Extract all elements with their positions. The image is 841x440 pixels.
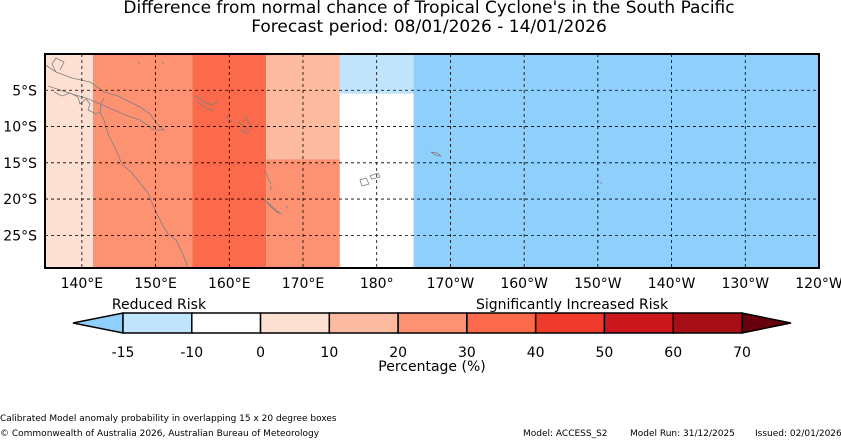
lon-tick-label: 140°E — [61, 276, 104, 292]
colorbar-segment — [603, 312, 674, 334]
colorbar-tick-label: 10 — [320, 345, 338, 361]
lon-tick-label: 160°E — [208, 276, 251, 292]
lat-tick-label: 25°S — [3, 228, 37, 244]
colorbar-low-extend — [72, 312, 124, 334]
lat-tick-label: 20°S — [3, 192, 37, 208]
colorbar-tick-label: 0 — [256, 345, 265, 361]
increased-risk-label: Significantly Increased Risk — [476, 297, 669, 313]
new-caledonia — [262, 197, 282, 215]
colorbar-segment — [259, 312, 331, 334]
lat-tick-label: 10°S — [3, 120, 37, 136]
samoa — [430, 151, 442, 157]
anomaly-cell-0 — [45, 54, 93, 268]
tahiti-dot — [285, 205, 289, 209]
australia-coastline — [53, 91, 188, 267]
coastlines — [43, 57, 603, 267]
map-frame — [44, 53, 820, 269]
copyright-notice: © Commonwealth of Australia 2026, Austra… — [0, 429, 320, 439]
coral-sea-islet — [137, 61, 165, 65]
anomaly-cell-4 — [266, 159, 340, 268]
lat-tick-label: 5°S — [12, 83, 37, 99]
colorbar-segment — [122, 312, 193, 334]
anomaly-cell-1 — [92, 54, 193, 268]
lon-tick-label: 170°W — [427, 276, 475, 292]
method-note: Calibrated Model anomaly probability in … — [0, 414, 337, 424]
colorbar: -15 -10 0 10 20 30 40 50 60 70 — [72, 312, 792, 361]
reduced-risk-label: Reduced Risk — [112, 297, 207, 313]
model-run-date: Model Run: 31/12/2025 — [630, 429, 735, 439]
forecast-period-subtitle: Forecast period: 08/01/2026 - 14/01/2026 — [251, 17, 607, 37]
colorbar-tick-label: 20 — [389, 345, 407, 361]
colorbar-segment — [191, 312, 262, 334]
issued-date: Issued: 02/01/2026 — [755, 429, 841, 439]
anomaly-cells — [45, 54, 819, 268]
colorbar-segment — [534, 312, 606, 334]
colorbar-segment — [397, 312, 468, 334]
fiji — [359, 172, 381, 187]
lat-tick-label: 15°S — [3, 156, 37, 172]
colorbar-tick-label: -15 — [112, 345, 135, 361]
map-title: Difference from normal chance of Tropica… — [123, 0, 735, 18]
lon-tick-label: 180° — [360, 276, 394, 292]
colorbar-tick-label: -10 — [180, 345, 203, 361]
anomaly-cell-3 — [266, 54, 340, 160]
colorbar-tick-label: 60 — [664, 345, 682, 361]
new-britain — [195, 95, 219, 112]
longitude-labels: 140°E 150°E 160°E 170°E 180° 170°W 160°W 150°W 1… — [61, 276, 841, 292]
colorbar-segment — [466, 312, 537, 334]
solomon-islands — [237, 115, 253, 135]
anomaly-cell-7 — [413, 54, 819, 268]
colorbar-tick-label: 40 — [527, 345, 545, 361]
colorbar-tick-label: 30 — [458, 345, 476, 361]
new-guinea-coastline — [43, 57, 166, 131]
lon-tick-label: 140°W — [648, 276, 696, 292]
bougainville — [225, 115, 233, 123]
model-name: Model: ACCESS_S2 — [523, 429, 608, 439]
anomaly-cell-2 — [192, 54, 267, 268]
lon-tick-label: 130°W — [721, 276, 769, 292]
colorbar-high-extend — [741, 312, 792, 334]
lon-tick-label: 150°W — [574, 276, 622, 292]
latitude-labels: 5°S 10°S 15°S 20°S 25°S — [3, 83, 37, 244]
map-gridlines — [45, 54, 819, 268]
lon-tick-label: 170°E — [282, 276, 325, 292]
cook-islands-dot — [599, 181, 603, 185]
lon-tick-label: 160°W — [500, 276, 548, 292]
colorbar-tick-label: 70 — [733, 345, 751, 361]
colorbar-segment — [328, 312, 399, 334]
colorbar-axis-label: Percentage (%) — [378, 359, 485, 375]
lon-tick-label: 150°E — [134, 276, 177, 292]
lon-tick-label: 120°W — [795, 276, 841, 292]
colorbar-segment — [672, 312, 743, 334]
vanuatu — [264, 169, 273, 191]
colorbar-tick-label: 50 — [596, 345, 614, 361]
